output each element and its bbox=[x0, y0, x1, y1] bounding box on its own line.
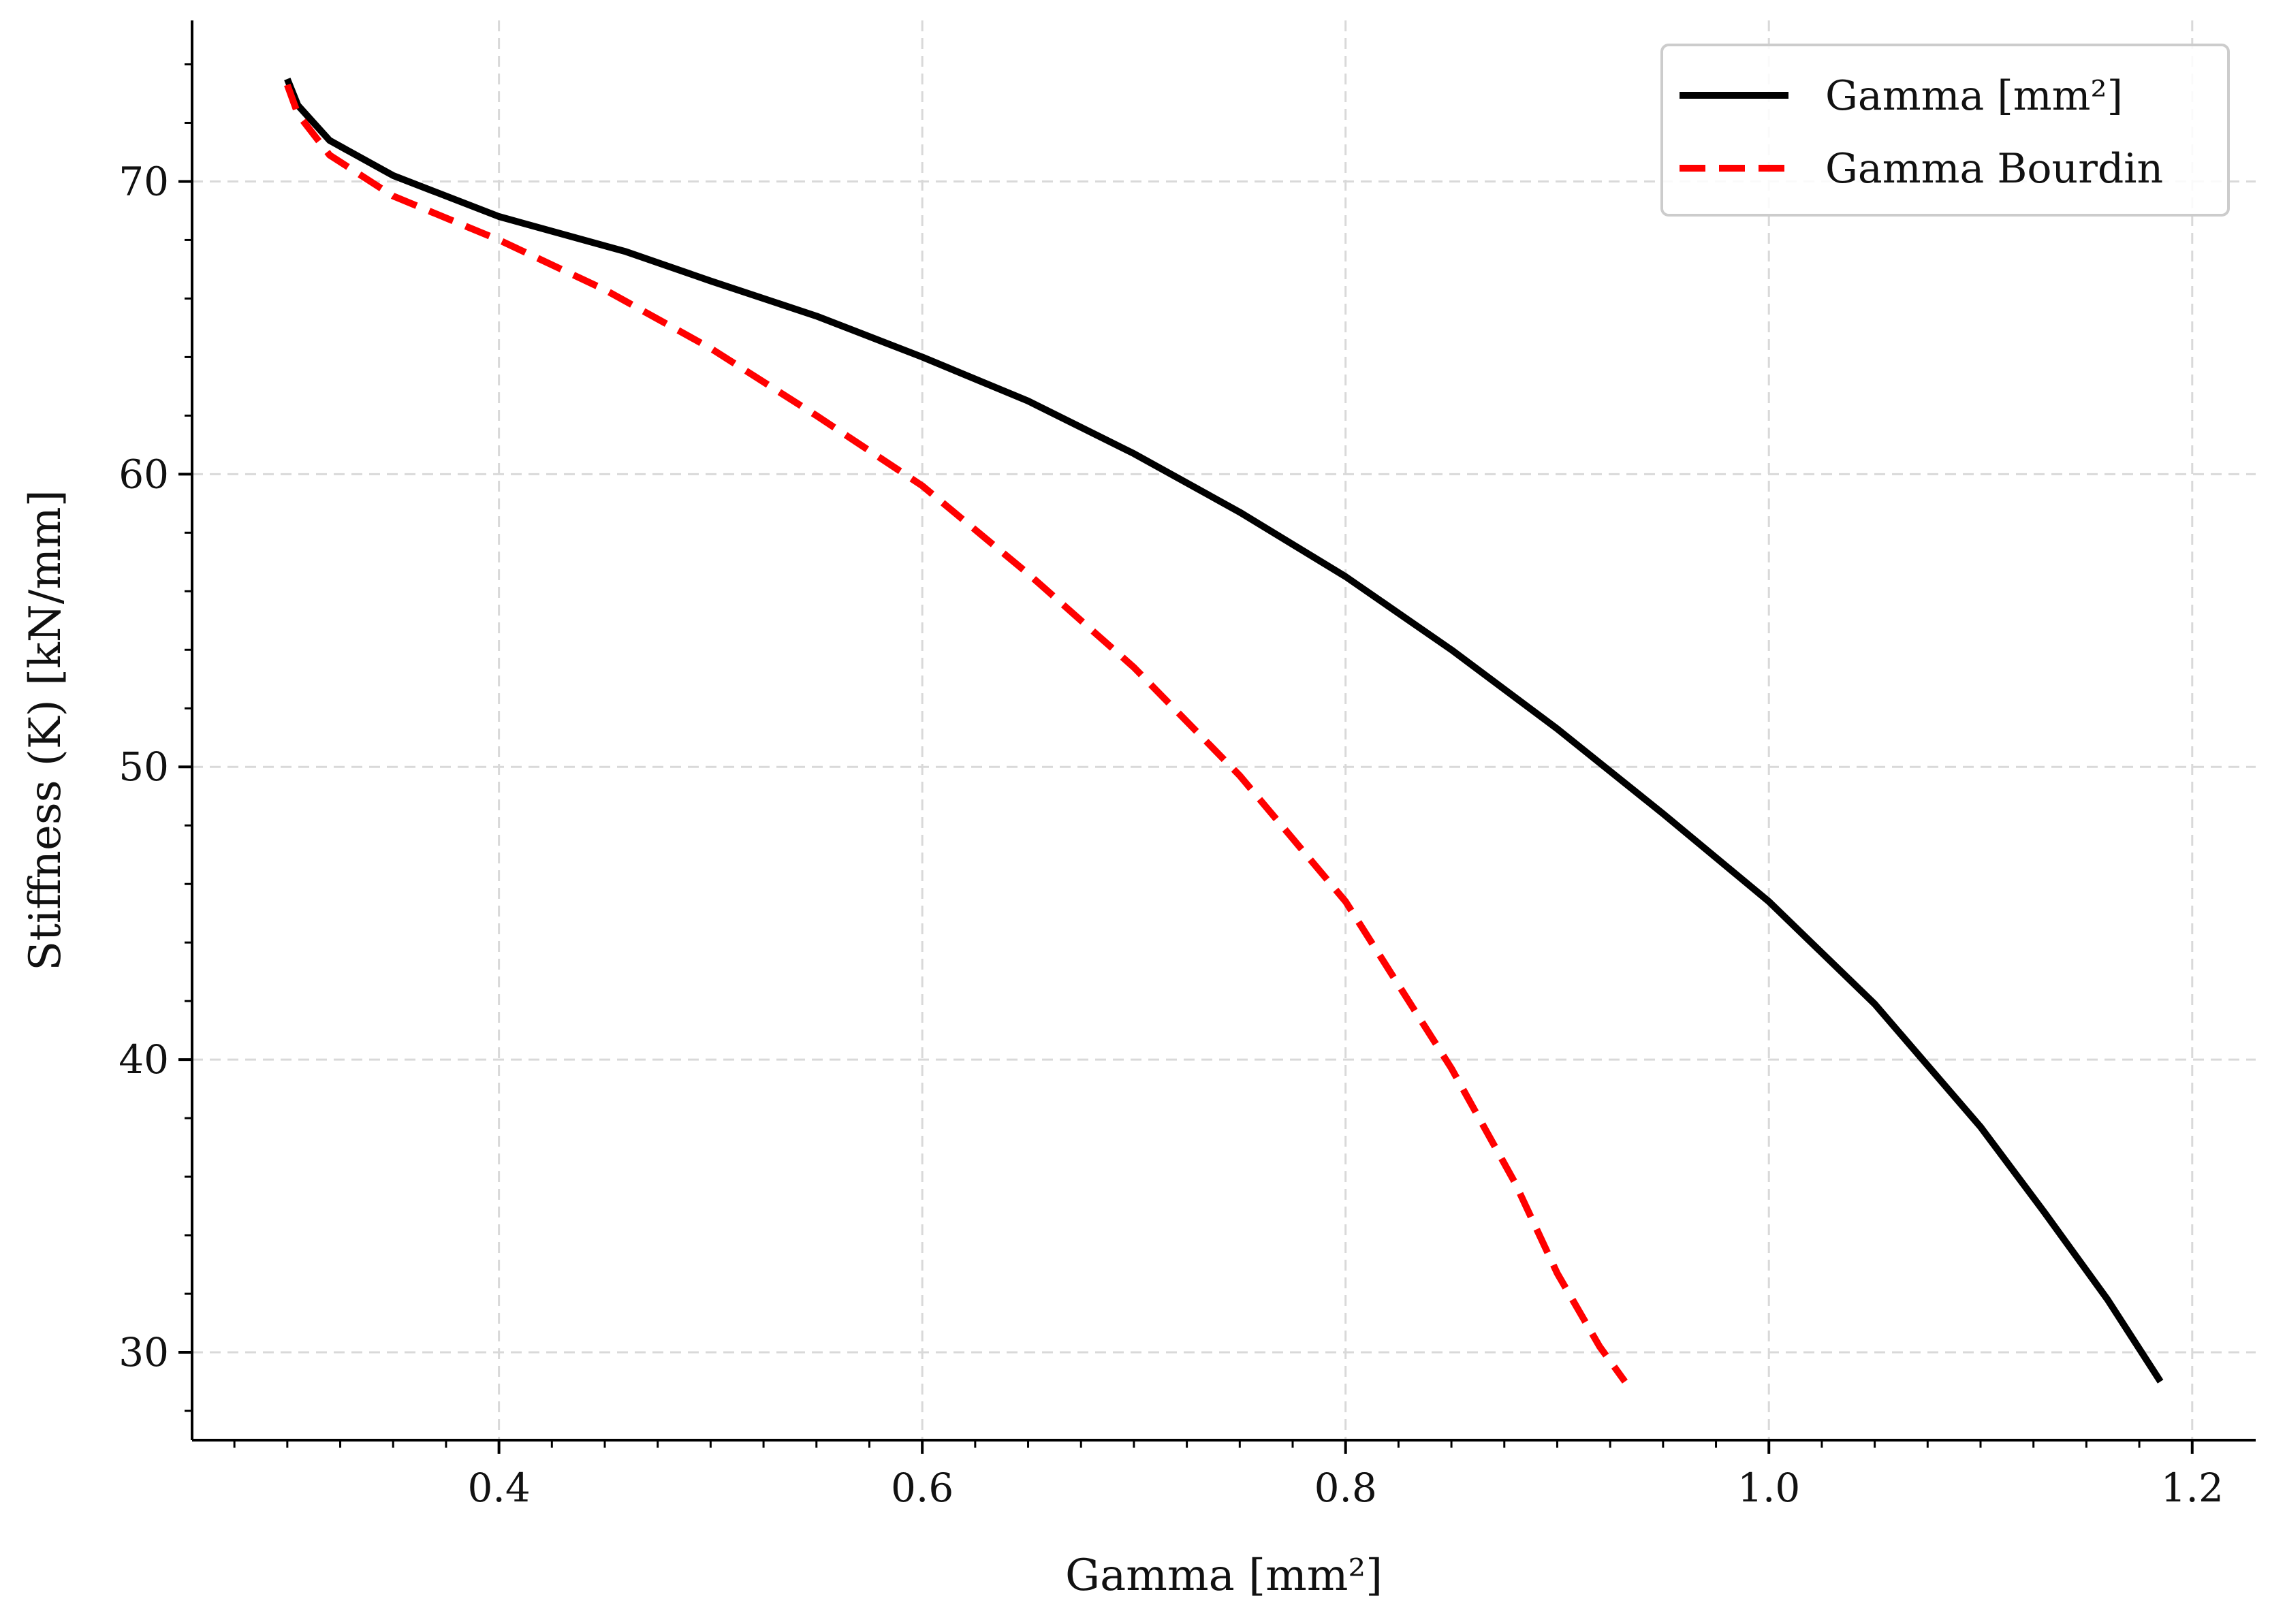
series-layer bbox=[284, 78, 2164, 1384]
y-tick-label: 30 bbox=[119, 1329, 169, 1375]
x-tick-label: 0.4 bbox=[467, 1465, 530, 1511]
legend-label-gamma: Gamma [mm²] bbox=[1825, 72, 2123, 120]
x-tick-label: 0.8 bbox=[1314, 1465, 1377, 1511]
legend-label-gamma-bourdin: Gamma Bourdin bbox=[1825, 145, 2163, 193]
y-tick-label: 40 bbox=[119, 1036, 169, 1083]
x-tick-label: 1.0 bbox=[1737, 1465, 1800, 1511]
legend-box bbox=[1660, 44, 2230, 217]
ticks: 0.4 0.6 0.8 1.0 1.2 30 40 50 60 70 bbox=[119, 63, 2224, 1511]
grid-lines bbox=[192, 20, 2256, 1440]
y-tick-label: 70 bbox=[119, 158, 169, 204]
series-line-gamma-bourdin bbox=[284, 83, 1628, 1384]
x-tick-label: 1.2 bbox=[2161, 1465, 2224, 1511]
y-axis-label: Stiffness (K) [kN/mm] bbox=[20, 490, 71, 970]
series-line-gamma bbox=[284, 78, 2164, 1384]
legend: Gamma [mm²] Gamma Bourdin bbox=[1660, 44, 2230, 217]
x-tick-label: 0.6 bbox=[891, 1465, 953, 1511]
x-axis-label: Gamma [mm²] bbox=[1065, 1550, 1383, 1601]
axes bbox=[191, 20, 2256, 1442]
y-tick-label: 60 bbox=[119, 451, 169, 497]
y-tick-label: 50 bbox=[119, 744, 169, 790]
